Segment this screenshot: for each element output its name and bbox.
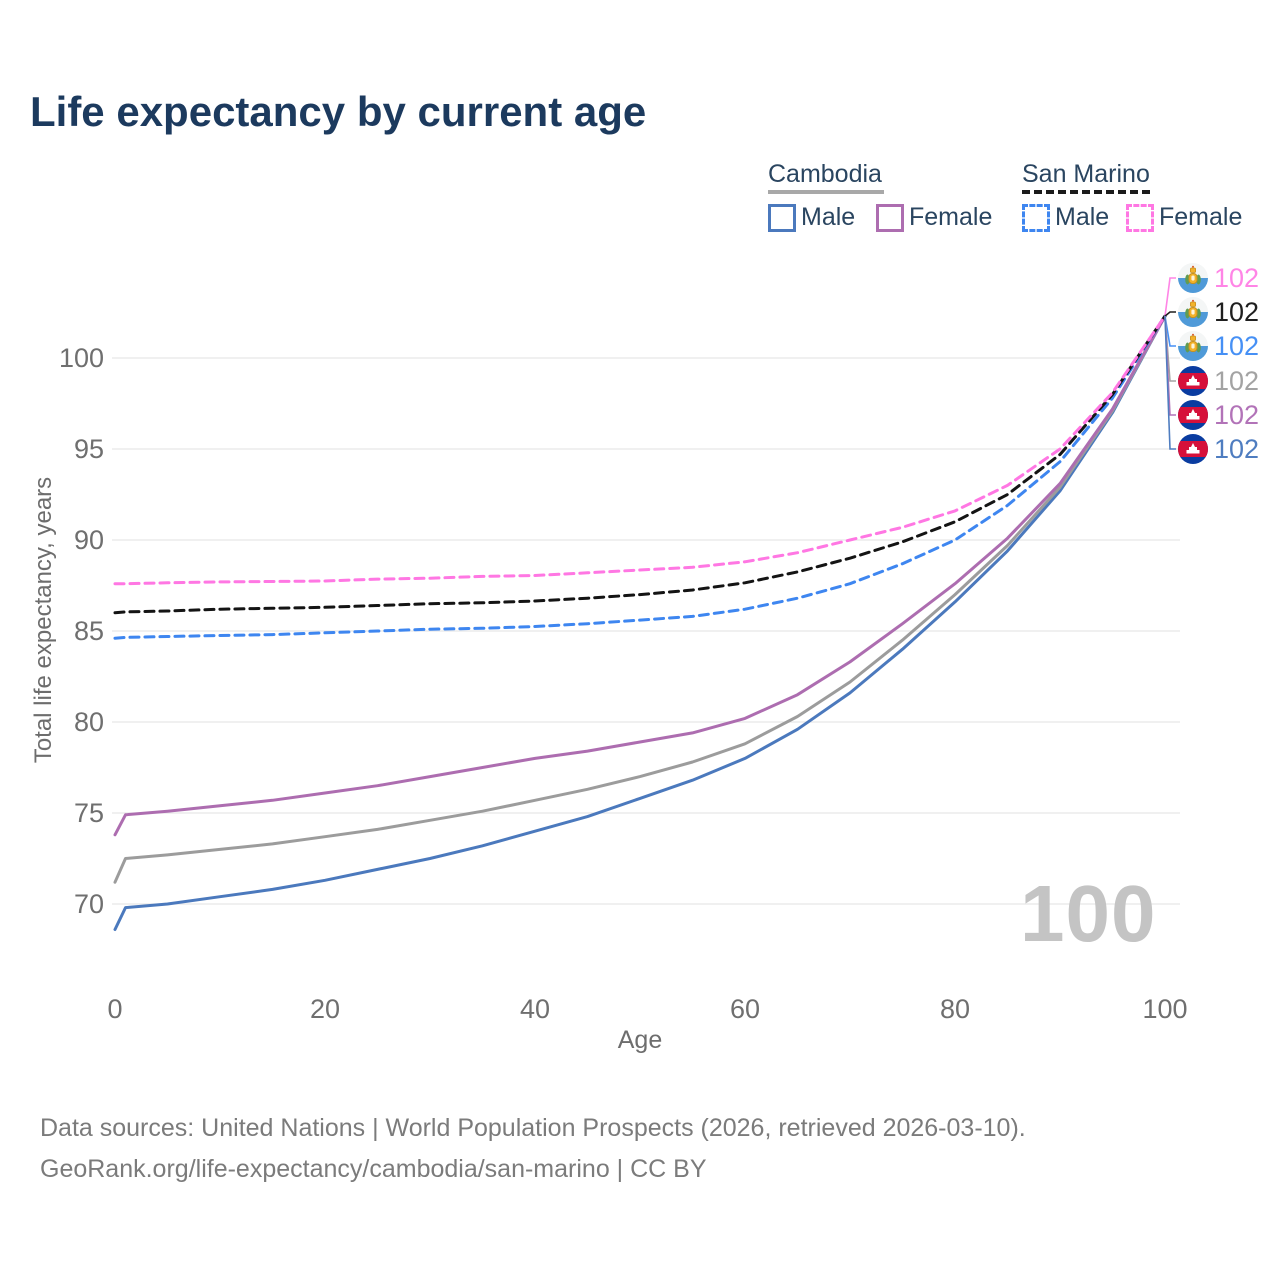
end-label-connector-0 [1164, 277, 1176, 317]
age-counter-watermark: 100 [1020, 869, 1157, 958]
end-value: 102 [1214, 400, 1260, 430]
y-tick-label-100: 100 [59, 343, 104, 373]
end-label-connector-1 [1164, 311, 1176, 317]
y-tick-label-90: 90 [74, 525, 104, 555]
end-label-row: 102 [1178, 400, 1278, 430]
x-tick-label-60: 60 [730, 994, 760, 1024]
san-marino-flag-icon [1178, 263, 1208, 293]
end-label-connector-5 [1164, 316, 1176, 450]
series-line-cambodia-male [113, 314, 1167, 931]
x-tick-label-100: 100 [1142, 994, 1187, 1024]
san-marino-flag-icon [1178, 297, 1208, 327]
cambodia-flag-icon [1178, 434, 1208, 464]
legend-swatch-san-marino-male[interactable] [1022, 204, 1050, 232]
legend-group-san-marino: San Marino [1022, 160, 1150, 188]
end-label-row: 102 [1178, 263, 1278, 293]
y-axis-title: Total life expectancy, years [30, 476, 57, 764]
footer-data-sources: Data sources: United Nations | World Pop… [40, 1114, 1026, 1142]
end-label-row: 102 [1178, 297, 1278, 327]
end-value: 102 [1214, 331, 1260, 361]
end-value: 102 [1214, 263, 1260, 293]
legend-group-cambodia: Cambodia [768, 160, 882, 188]
san-marino-flag-icon [1178, 331, 1208, 361]
y-tick-label-85: 85 [74, 616, 104, 646]
legend-underline-cambodia [768, 190, 884, 194]
end-label-row: 102 [1178, 331, 1278, 361]
end-label-row: 102 [1178, 366, 1278, 396]
x-tick-label-40: 40 [520, 994, 550, 1024]
footer-attribution: GeoRank.org/life-expectancy/cambodia/san… [40, 1155, 707, 1183]
footer: Data sources: United Nations | World Pop… [40, 1108, 1026, 1190]
end-value: 102 [1214, 366, 1260, 396]
end-value: 102 [1214, 434, 1260, 464]
end-value: 102 [1214, 297, 1260, 327]
legend-swatch-san-marino-female[interactable] [1126, 204, 1154, 232]
end-label-connector-2 [1164, 316, 1176, 347]
y-tick-label-75: 75 [74, 798, 104, 828]
series-line-cambodia-overall [113, 314, 1167, 884]
y-tick-label-70: 70 [74, 889, 104, 919]
legend-underline-san-marino [1022, 190, 1150, 194]
y-tick-label-95: 95 [74, 434, 104, 464]
page-title: Life expectancy by current age [30, 88, 647, 135]
legend-label-san-marino-female[interactable]: Female [1159, 203, 1243, 231]
legend-label-cambodia-female[interactable]: Female [909, 203, 993, 231]
x-tick-label-20: 20 [310, 994, 340, 1024]
legend-label-san-marino-male[interactable]: Male [1055, 203, 1110, 231]
legend-swatch-cambodia-female[interactable] [876, 204, 904, 232]
legend-swatch-cambodia-male[interactable] [768, 204, 796, 232]
series-line-san-marino-overall [113, 314, 1167, 615]
x-tick-label-0: 0 [107, 994, 122, 1024]
series-line-cambodia-female [113, 314, 1167, 837]
x-axis-title: Age [617, 1026, 663, 1054]
x-tick-label-80: 80 [940, 994, 970, 1024]
y-tick-label-80: 80 [74, 707, 104, 737]
series-line-san-marino-female [113, 314, 1167, 586]
cambodia-flag-icon [1178, 366, 1208, 396]
cambodia-flag-icon [1178, 400, 1208, 430]
legend-label-cambodia-male[interactable]: Male [801, 203, 856, 231]
series-line-san-marino-male [113, 314, 1167, 640]
end-label-row: 102 [1178, 434, 1278, 464]
